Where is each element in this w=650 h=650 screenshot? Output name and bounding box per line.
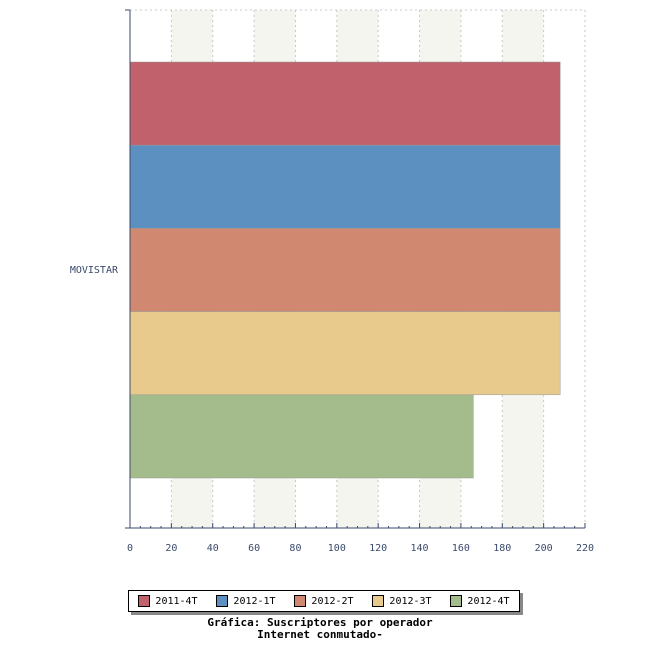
x-tick-label: 60 (248, 543, 260, 554)
legend-swatch (294, 595, 307, 607)
legend-label: 2012-3T (389, 595, 432, 607)
legend-label: 2011-4T (155, 595, 198, 607)
legend-item: 2011-4T (138, 595, 198, 607)
bars (129, 61, 561, 479)
x-tick-label: 40 (207, 543, 219, 554)
legend-label: 2012-4T (467, 595, 510, 607)
bar-2011-4T (129, 61, 561, 146)
x-tick-label: 20 (165, 543, 177, 554)
legend-item: 2012-1T (216, 595, 276, 607)
chart-subtitle: Internet conmutado- (257, 628, 383, 641)
legend-swatch (372, 595, 385, 607)
x-tick-label: 140 (411, 543, 429, 554)
legend-item: 2012-2T (294, 595, 354, 607)
x-tick-label: 120 (369, 543, 387, 554)
legend-item: 2012-4T (450, 595, 510, 607)
bar-2012-3T (129, 311, 561, 396)
x-tick-label: 0 (127, 543, 133, 554)
x-tick-label: 160 (452, 543, 470, 554)
legend-swatch (138, 595, 151, 607)
category-labels: MOVISTAR (70, 265, 119, 276)
legend-swatch (450, 595, 463, 607)
legend-item: 2012-3T (372, 595, 432, 607)
x-tick-label: 220 (576, 543, 594, 554)
legend: 2011-4T 2012-1T 2012-2T 2012-3T 2012-4T (128, 590, 520, 612)
legend-swatch (216, 595, 229, 607)
x-tick-label: 180 (493, 543, 511, 554)
category-label: MOVISTAR (70, 265, 119, 276)
bar-2012-1T (129, 144, 561, 229)
x-tick-label: 100 (328, 543, 346, 554)
x-tick-label: 200 (535, 543, 553, 554)
legend-label: 2012-1T (233, 595, 276, 607)
x-tick-label: 80 (289, 543, 301, 554)
bar-2012-4T (129, 394, 474, 479)
chart-title: Gráfica: Suscriptores por operador (207, 616, 433, 629)
legend-label: 2012-2T (311, 595, 354, 607)
chart-caption: Gráfica: Suscriptores por operador Inter… (0, 617, 640, 641)
x-ticks: 0 20 40 60 80 100 120 140 160 180 200 220 (127, 523, 594, 554)
bar-2012-2T (129, 228, 561, 312)
